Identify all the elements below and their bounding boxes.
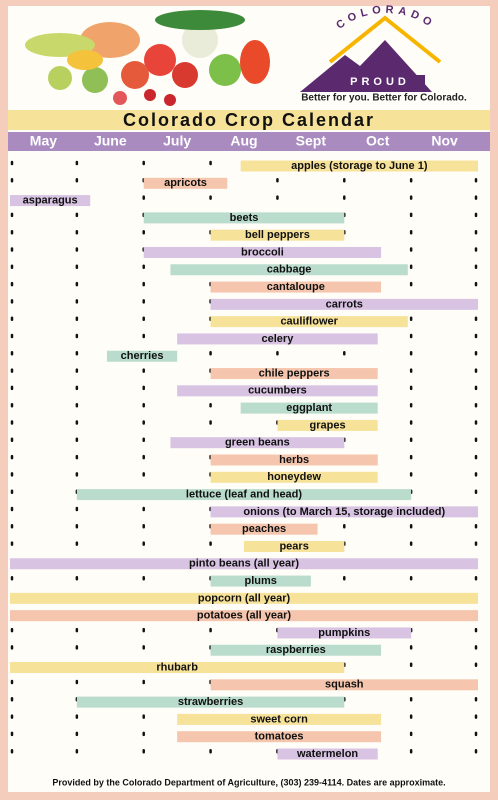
month-label: Nov	[431, 133, 458, 149]
month-label: May	[30, 133, 57, 149]
crop-label: cherries	[121, 350, 164, 362]
crop-bar	[177, 385, 378, 397]
crop-bar	[244, 540, 345, 552]
logo-tagline: Better for you. Better for Colorado.	[301, 93, 467, 104]
crop-bar	[277, 748, 378, 760]
crop-bar	[210, 523, 318, 535]
crop-label: strawberries	[178, 696, 243, 708]
crop-label: eggplant	[286, 402, 332, 414]
month-label: June	[94, 133, 127, 149]
crop-label: onions (to March 15, storage included)	[243, 506, 445, 518]
crop-bar	[143, 246, 382, 258]
crop-bar	[170, 437, 345, 449]
crop-label: lettuce (leaf and head)	[186, 488, 302, 500]
crop-label: bell peppers	[245, 229, 310, 241]
crop-bar	[210, 454, 378, 466]
crop-bar	[10, 195, 91, 207]
crop-bar	[10, 662, 345, 674]
crop-label: pinto beans (all year)	[189, 558, 299, 570]
crop-label: beets	[230, 212, 259, 224]
crop-label: celery	[262, 333, 295, 345]
crop-label: peaches	[242, 523, 286, 535]
crop-label: watermelon	[296, 748, 358, 760]
crop-label: cabbage	[267, 264, 312, 276]
crop-bar	[210, 679, 479, 691]
crop-bar	[240, 160, 478, 172]
crop-bar	[210, 229, 345, 241]
crop-label: honeydew	[267, 471, 321, 483]
crop-bar	[210, 298, 479, 310]
crop-bar	[277, 419, 378, 431]
crop-label: raspberries	[266, 644, 326, 656]
crop-bar	[210, 316, 408, 328]
crop-bar	[177, 731, 382, 743]
crop-label: pumpkins	[318, 627, 370, 639]
crop-label: cucumbers	[248, 385, 307, 397]
crop-label: carrots	[326, 298, 363, 310]
crop-label: grapes	[310, 419, 346, 431]
crop-bar	[210, 368, 378, 380]
crop-bar	[170, 264, 408, 276]
crop-bar	[210, 506, 479, 518]
crop-label: pears	[279, 540, 308, 552]
month-label: July	[163, 133, 191, 149]
crop-label: apricots	[164, 177, 207, 189]
crop-bar	[10, 592, 478, 604]
month-label: Sept	[296, 133, 327, 149]
crop-bar	[240, 402, 378, 414]
crop-label: chile peppers	[259, 367, 330, 379]
footer: Provided by the Colorado Department of A…	[52, 777, 445, 787]
crop-label: cantaloupe	[267, 281, 325, 293]
crop-bar	[277, 627, 412, 639]
crop-bar	[210, 281, 382, 293]
produce-illustration	[25, 10, 270, 106]
crop-bar	[76, 696, 345, 708]
crop-label: herbs	[279, 454, 309, 466]
crop-label: broccoli	[241, 246, 284, 258]
crop-bar	[106, 350, 178, 362]
crop-label: potatoes (all year)	[197, 610, 291, 622]
crop-label: asparagus	[23, 194, 78, 206]
crop-label: green beans	[225, 437, 290, 449]
crop-bar	[210, 575, 311, 587]
crop-bar	[76, 489, 412, 501]
month-label: Oct	[366, 133, 390, 149]
crop-label: tomatoes	[255, 731, 304, 743]
month-bar	[8, 132, 490, 151]
crop-label: popcorn (all year)	[198, 592, 291, 604]
title-bar	[8, 110, 490, 130]
crop-label: cauliflower	[280, 316, 338, 328]
crop-bar	[10, 558, 478, 570]
chart-title: Colorado Crop Calendar	[123, 110, 375, 130]
logo-word: PROUD	[350, 76, 410, 88]
crop-bar	[143, 212, 345, 224]
crop-bar	[210, 644, 382, 656]
crop-label: rhubarb	[156, 661, 198, 673]
month-label: Aug	[230, 133, 257, 149]
crop-label: plums	[245, 575, 277, 587]
crop-bar	[10, 610, 478, 622]
crop-bar	[210, 471, 378, 483]
crop-bar	[177, 333, 378, 345]
crop-bar	[143, 177, 228, 189]
crop-label: apples (storage to June 1)	[291, 160, 428, 172]
crop-label: sweet corn	[250, 713, 308, 725]
crop-label: squash	[325, 679, 364, 691]
crop-bar	[177, 713, 382, 725]
